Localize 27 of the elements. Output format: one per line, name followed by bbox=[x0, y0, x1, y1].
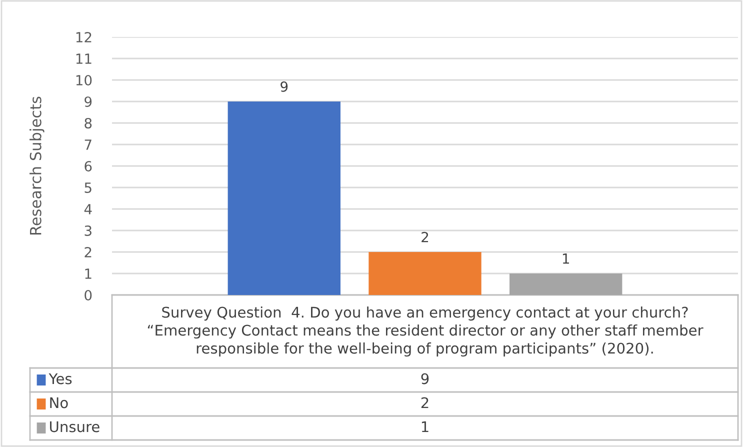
bar bbox=[368, 252, 482, 295]
y-tick-label: 2 bbox=[84, 246, 92, 258]
y-tick-label: 5 bbox=[84, 182, 92, 193]
y-tick-label: 10 bbox=[76, 74, 92, 86]
legend-label: Yes bbox=[48, 373, 72, 384]
y-tick-label: 3 bbox=[84, 225, 92, 236]
y-tick-label: 1 bbox=[85, 268, 92, 279]
x-tick-label: Survey Question 4. Do you have an emergency contact at your church? “Emergency Contact means the resident director or any other staff member responsible for the well-being of program participants” (2020). bbox=[148, 306, 704, 357]
y-tick-label: 6 bbox=[84, 160, 92, 172]
y-axis-title: Research Subjects bbox=[30, 96, 44, 234]
y-tick-label: 4 bbox=[84, 204, 92, 214]
data-label: 2 bbox=[422, 232, 428, 242]
data-label: 9 bbox=[280, 81, 288, 92]
text: 1 bbox=[422, 421, 428, 432]
text: 9 bbox=[421, 373, 429, 384]
y-tick-label: 7 bbox=[84, 140, 92, 150]
bar bbox=[510, 274, 622, 295]
y-tick-label: 11 bbox=[76, 54, 92, 64]
legend-label: No bbox=[50, 397, 68, 408]
text: 2 bbox=[421, 397, 428, 408]
y-tick-label: 0 bbox=[84, 290, 92, 300]
bar bbox=[228, 102, 340, 295]
y-tick-label: 8 bbox=[84, 118, 92, 128]
legend-label: Unsure bbox=[50, 421, 100, 432]
y-tick-label: 12 bbox=[76, 32, 92, 42]
y-tick-label: 9 bbox=[84, 96, 92, 107]
data-label: 1 bbox=[562, 254, 569, 264]
